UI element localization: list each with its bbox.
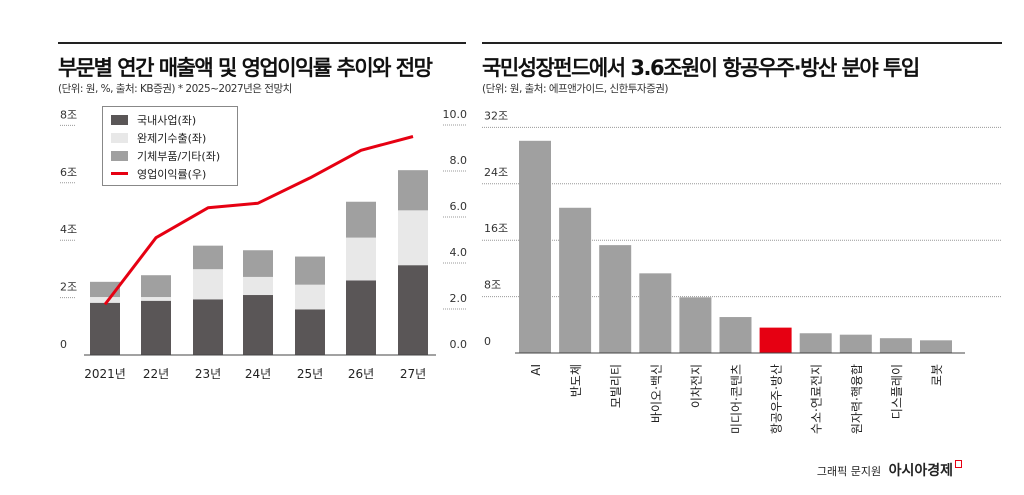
bar — [679, 297, 712, 353]
legend-label: 완제기수출(좌) — [137, 131, 207, 145]
legend-item: 영업이익률(우) — [111, 165, 237, 182]
left-axis-tick-label: 0 — [60, 338, 67, 351]
x-axis-tick-label: 바이오·백신 — [649, 364, 663, 423]
bar — [599, 245, 632, 353]
legend-label: 기체부품/기타(좌) — [137, 149, 221, 163]
bar — [920, 340, 952, 353]
left-axis-tick-label: 8조 — [60, 108, 77, 121]
x-axis-tick-label: 25년 — [297, 367, 323, 381]
x-axis-tick-label: 수소·연료전지 — [810, 364, 824, 434]
right-chart-title: 국민성장펀드에서 3.6조원이 항공우주·방산 분야 투입 — [482, 56, 920, 80]
right-chart-tick-label: 16조 — [484, 222, 508, 235]
right-chart-subtitle: (단위: 원, 출처: 에프앤가이드, 신한투자증권) — [482, 83, 669, 95]
stacked-bar-segment — [193, 269, 223, 300]
x-axis-tick-label: 미디어·콘텐츠 — [730, 364, 744, 434]
x-axis-tick-label: 27년 — [400, 367, 426, 381]
legend-swatch — [111, 132, 128, 143]
right-chart-tick-label: 24조 — [484, 166, 508, 179]
x-axis-tick-label: 이차전지 — [689, 364, 703, 408]
x-axis-tick-label: 24년 — [245, 367, 271, 381]
legend-item: 기체부품/기타(좌) — [111, 147, 237, 164]
right-axis-tick-label: 2.0 — [450, 292, 468, 305]
bar — [879, 338, 912, 353]
stacked-bar-segment — [193, 299, 223, 355]
right-axis-tick-label: 6.0 — [450, 200, 468, 213]
x-axis-tick-label: AI — [529, 364, 543, 376]
right-chart-tick-label: 0 — [484, 335, 491, 348]
x-axis-tick-label: 2021년 — [84, 367, 126, 381]
right-chart-tick-label: 8조 — [484, 279, 501, 292]
x-axis-tick-label: 디스플레이 — [890, 364, 904, 419]
legend-item: 국내사업(좌) — [111, 111, 237, 128]
stacked-bar-segment — [295, 284, 325, 310]
left-top-rule — [58, 42, 466, 44]
right-axis-tick-label: 8.0 — [450, 154, 468, 167]
credit: 그래픽 문지원 아시아경제 — [817, 460, 962, 480]
stacked-bar-segment — [193, 245, 223, 270]
left-axis-tick-label: 2조 — [60, 281, 77, 294]
left-axis-tick-label: 4조 — [60, 223, 77, 236]
bar — [759, 327, 792, 353]
legend-label: 영업이익률(우) — [137, 167, 207, 181]
credit-author: 그래픽 문지원 — [816, 465, 882, 478]
stacked-bar-segment — [346, 201, 376, 238]
stacked-bar-segment — [398, 210, 428, 266]
left-chart-subtitle: (단위: 원, %, 출처: KB증권) * 2025~2027년은 전망치 — [58, 83, 292, 95]
left-axis-tick-label: 6조 — [60, 166, 77, 179]
x-axis-tick-label: 반도체 — [569, 364, 583, 397]
stacked-bar-segment — [398, 170, 428, 211]
bar — [559, 207, 592, 353]
stacked-bar-segment — [90, 297, 120, 303]
stacked-bar-segment — [243, 295, 273, 355]
stacked-bar-segment — [243, 276, 273, 296]
right-top-rule — [482, 42, 1002, 44]
x-axis-tick-label: 모빌리티 — [609, 364, 623, 408]
right-axis-tick-label: 10.0 — [443, 108, 468, 121]
bar — [839, 334, 872, 353]
x-axis-tick-label: 26년 — [348, 367, 374, 381]
stacked-bar-segment — [295, 256, 325, 285]
bar — [799, 333, 832, 353]
bar — [639, 273, 672, 353]
x-axis-tick-label: 원자력·핵융합 — [850, 364, 864, 434]
left-chart-title: 부문별 연간 매출액 및 영업이익률 추이와 전망 — [58, 56, 433, 80]
legend-line-swatch — [111, 172, 128, 175]
x-axis-tick-label: 22년 — [143, 367, 169, 381]
legend-item: 완제기수출(좌) — [111, 129, 237, 146]
stacked-bar-segment — [346, 280, 376, 355]
stacked-bar-segment — [346, 237, 376, 281]
stacked-bar-segment — [398, 265, 428, 355]
left-chart-legend: 국내사업(좌) 완제기수출(좌) 기체부품/기타(좌) 영업이익률(우) — [102, 106, 238, 186]
stacked-bar-segment — [141, 275, 171, 298]
stacked-bar-segment — [295, 309, 325, 355]
brand-mark-icon — [955, 460, 962, 468]
stacked-bar-segment — [141, 297, 171, 301]
bar — [519, 140, 551, 353]
stacked-bar-segment — [141, 300, 171, 355]
legend-label: 국내사업(좌) — [137, 113, 197, 127]
bar — [719, 317, 752, 353]
stacked-bar-segment — [243, 250, 273, 277]
brand-logo: 아시아경제 — [888, 463, 953, 479]
stacked-bar-segment — [90, 302, 120, 355]
legend-swatch — [111, 114, 128, 125]
right-axis-tick-label: 0.0 — [450, 338, 468, 351]
right-chart-tick-label: 32조 — [484, 109, 508, 122]
x-axis-tick-label: 23년 — [195, 367, 221, 381]
x-axis-tick-label: 로봇 — [930, 364, 944, 386]
x-axis-tick-label: 항공우주·방산 — [770, 364, 784, 434]
right-axis-tick-label: 4.0 — [450, 246, 468, 259]
legend-swatch — [111, 150, 128, 161]
